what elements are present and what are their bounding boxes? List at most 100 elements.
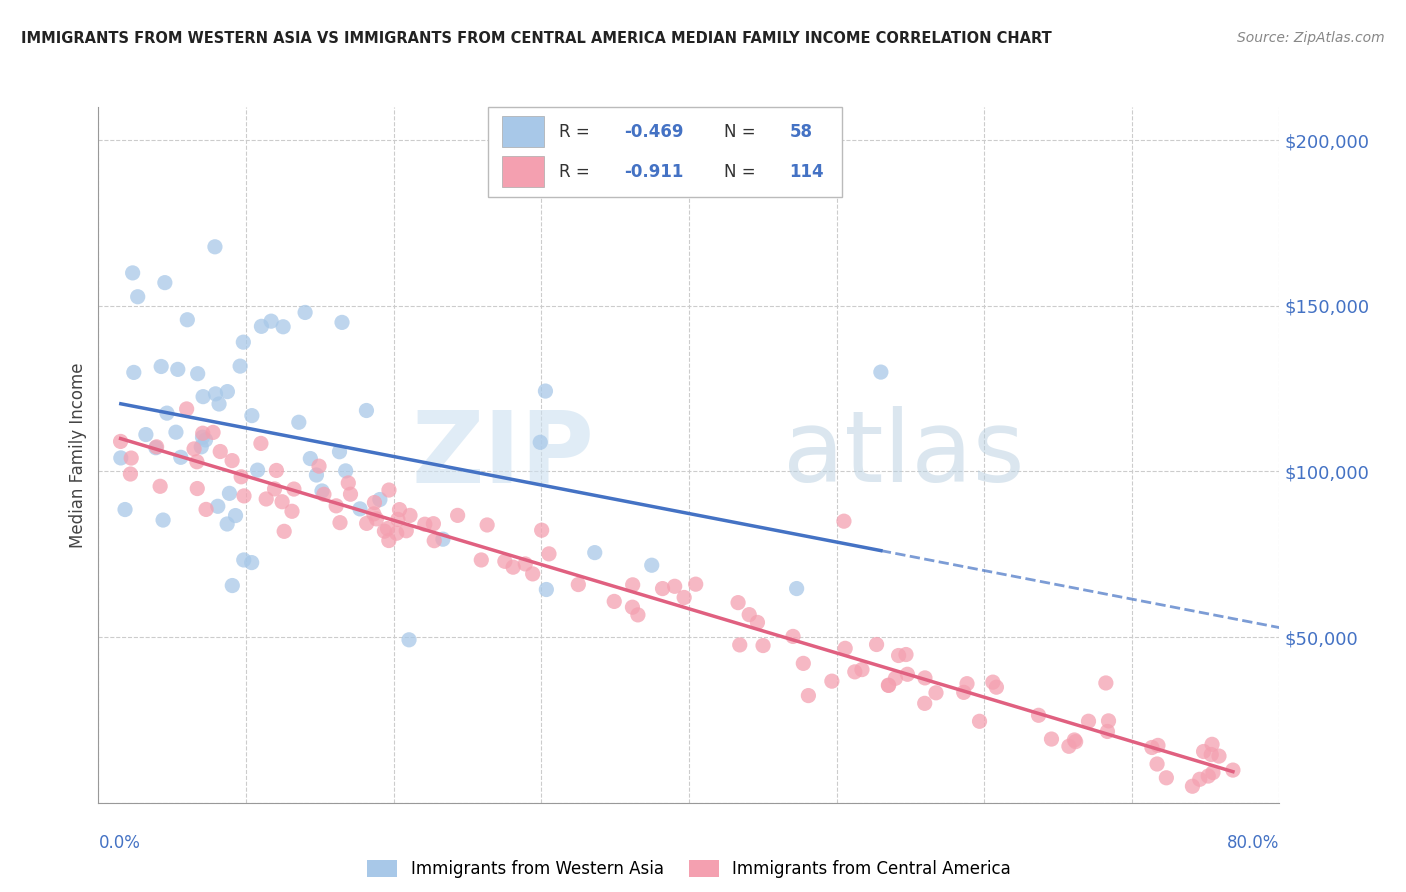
Point: [329, 516, 352, 530]
Point: [260, 314, 283, 328]
Point: [190, 440, 212, 454]
Point: [1064, 734, 1087, 748]
Point: [877, 678, 900, 692]
Point: [388, 502, 411, 516]
FancyBboxPatch shape: [502, 156, 544, 187]
Point: [356, 403, 378, 417]
Text: Source: ZipAtlas.com: Source: ZipAtlas.com: [1237, 31, 1385, 45]
Point: [673, 591, 696, 605]
Point: [869, 365, 891, 379]
Point: [1077, 714, 1099, 729]
Point: [834, 641, 856, 656]
Point: [782, 629, 804, 643]
Point: [363, 495, 385, 509]
Point: [641, 558, 664, 573]
Text: 0.0%: 0.0%: [98, 834, 141, 852]
Point: [522, 566, 544, 581]
Point: [727, 596, 749, 610]
Point: [339, 487, 361, 501]
Point: [273, 524, 295, 539]
Text: 80.0%: 80.0%: [1227, 834, 1279, 852]
Point: [312, 487, 335, 501]
Point: [1192, 744, 1215, 758]
Point: [1146, 757, 1168, 772]
Point: [191, 390, 214, 404]
Point: [470, 553, 492, 567]
Point: [752, 639, 775, 653]
Point: [603, 594, 626, 608]
Point: [240, 556, 263, 570]
Point: [925, 686, 948, 700]
Point: [1199, 747, 1222, 762]
Point: [145, 440, 167, 454]
Point: [250, 319, 273, 334]
Point: [446, 508, 468, 523]
Text: atlas: atlas: [783, 407, 1025, 503]
FancyBboxPatch shape: [488, 107, 842, 197]
Point: [207, 500, 229, 514]
Point: [217, 516, 239, 531]
Point: [422, 516, 444, 531]
Point: [202, 425, 225, 440]
Point: [1097, 724, 1119, 739]
Point: [240, 409, 263, 423]
Point: [156, 406, 179, 420]
Point: [475, 518, 498, 533]
Point: [299, 451, 322, 466]
Point: [176, 401, 198, 416]
Point: [186, 455, 208, 469]
Point: [191, 426, 214, 441]
Point: [1040, 732, 1063, 747]
Point: [221, 578, 243, 592]
Point: [797, 689, 820, 703]
Point: [176, 312, 198, 326]
Point: [567, 577, 589, 591]
Point: [337, 475, 360, 490]
Point: [271, 494, 294, 508]
Point: [209, 444, 232, 458]
Point: [1181, 779, 1204, 793]
Point: [325, 499, 347, 513]
Point: [534, 384, 557, 398]
Point: [914, 671, 936, 685]
Y-axis label: Median Family Income: Median Family Income: [69, 362, 87, 548]
Point: [952, 685, 974, 699]
Point: [914, 697, 936, 711]
Point: [373, 524, 395, 538]
Point: [1156, 771, 1178, 785]
Point: [1188, 772, 1211, 787]
Text: N =: N =: [724, 123, 761, 141]
Point: [627, 607, 650, 622]
Point: [529, 435, 551, 450]
Point: [1097, 714, 1119, 728]
Text: 58: 58: [789, 123, 813, 141]
Point: [395, 524, 418, 538]
Point: [186, 482, 208, 496]
Point: [349, 501, 371, 516]
Point: [120, 467, 142, 481]
Point: [204, 387, 226, 401]
Point: [1208, 749, 1230, 764]
Point: [250, 436, 273, 450]
Point: [225, 508, 247, 523]
Point: [981, 675, 1004, 690]
Point: [229, 359, 252, 373]
Point: [150, 359, 173, 374]
Point: [121, 266, 143, 280]
Point: [217, 384, 239, 399]
Point: [865, 638, 887, 652]
Point: [1222, 763, 1244, 777]
Point: [821, 674, 844, 689]
Point: [305, 468, 328, 483]
Point: [194, 433, 217, 447]
Point: [271, 319, 294, 334]
Point: [281, 504, 304, 518]
Point: [432, 532, 454, 546]
Point: [378, 533, 401, 548]
Point: [183, 442, 205, 456]
Point: [232, 335, 254, 350]
Text: -0.469: -0.469: [624, 123, 683, 141]
Point: [413, 517, 436, 532]
Point: [356, 516, 378, 531]
Point: [363, 507, 385, 521]
